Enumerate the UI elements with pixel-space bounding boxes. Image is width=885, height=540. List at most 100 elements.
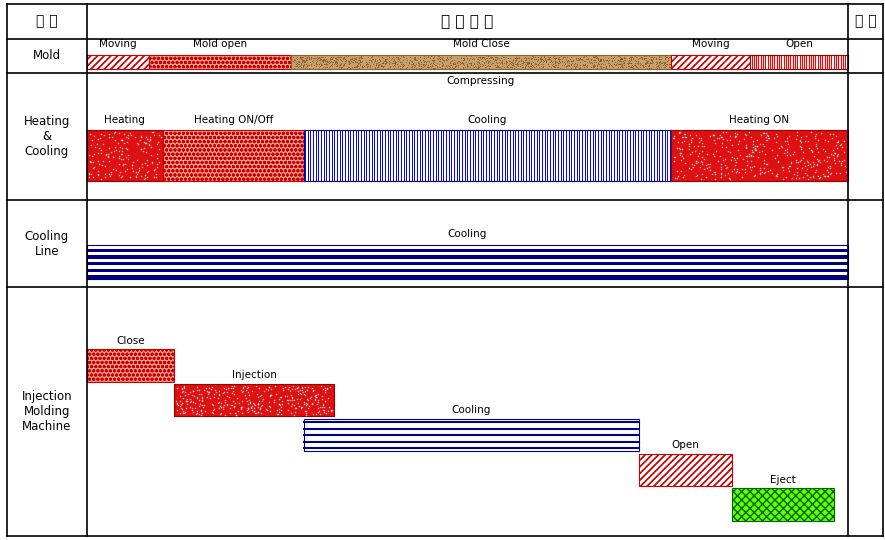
Point	[194, 406, 208, 414]
Point	[644, 59, 658, 68]
Point	[768, 138, 782, 146]
Point	[679, 132, 693, 141]
Point	[493, 59, 507, 68]
Point	[296, 383, 310, 392]
Point	[620, 60, 635, 69]
Point	[418, 57, 432, 66]
Point	[196, 403, 210, 412]
Point	[275, 397, 289, 406]
Point	[511, 53, 525, 62]
Point	[586, 60, 600, 69]
Point	[726, 167, 740, 176]
Point	[769, 171, 783, 179]
Point	[564, 53, 578, 62]
Point	[532, 59, 546, 68]
Point	[322, 58, 336, 67]
Point	[716, 155, 730, 164]
Point	[142, 141, 157, 150]
Point	[604, 62, 619, 71]
Point	[342, 55, 357, 64]
Point	[310, 55, 324, 64]
Point	[752, 147, 766, 156]
Point	[776, 166, 790, 174]
Point	[235, 397, 249, 406]
Point	[543, 52, 558, 61]
Point	[319, 62, 333, 71]
Point	[566, 56, 581, 65]
Point	[173, 404, 188, 413]
Point	[715, 132, 729, 141]
Point	[793, 137, 807, 146]
Point	[503, 63, 517, 71]
Point	[746, 152, 760, 161]
Point	[720, 136, 735, 144]
Point	[562, 60, 576, 69]
Point	[179, 403, 193, 412]
Point	[219, 384, 233, 393]
Point	[483, 59, 497, 68]
Text: Close: Close	[116, 335, 145, 346]
Point	[460, 53, 474, 62]
Point	[108, 135, 122, 144]
Point	[458, 63, 473, 72]
Point	[683, 131, 697, 139]
Point	[684, 138, 698, 146]
Point	[293, 389, 307, 397]
Point	[387, 62, 401, 71]
Point	[451, 57, 466, 65]
Point	[412, 60, 427, 69]
Point	[400, 55, 414, 64]
Point	[369, 61, 383, 70]
Point	[642, 61, 656, 70]
Point	[327, 57, 341, 66]
Point	[325, 55, 339, 64]
Point	[820, 137, 835, 145]
Point	[175, 404, 189, 413]
Point	[309, 390, 323, 399]
Point	[638, 59, 652, 68]
Point	[835, 143, 849, 152]
Point	[296, 382, 310, 391]
Point	[294, 54, 308, 63]
Point	[306, 410, 320, 418]
Point	[263, 402, 277, 411]
Point	[445, 56, 459, 65]
Point	[189, 410, 204, 418]
Point	[372, 55, 386, 64]
Point	[535, 63, 549, 72]
Point	[117, 130, 131, 138]
Point	[425, 60, 439, 69]
Point	[631, 57, 645, 66]
Point	[325, 406, 339, 415]
Point	[615, 59, 629, 68]
Point	[309, 62, 323, 70]
Point	[564, 61, 578, 70]
Point	[474, 53, 489, 62]
Point	[644, 53, 658, 62]
Point	[503, 54, 517, 63]
Point	[342, 57, 356, 66]
Point	[589, 64, 604, 72]
Point	[317, 60, 331, 69]
Point	[654, 58, 668, 67]
Point	[420, 61, 435, 70]
Point	[391, 56, 405, 65]
Point	[363, 62, 377, 71]
Point	[489, 62, 504, 71]
Point	[420, 63, 435, 71]
Point	[651, 58, 666, 66]
Point	[759, 160, 773, 168]
Point	[302, 401, 316, 410]
Point	[821, 172, 835, 180]
Point	[356, 63, 370, 71]
Point	[681, 145, 696, 153]
Point	[496, 57, 510, 66]
Point	[594, 62, 608, 70]
Point	[323, 58, 337, 66]
Point	[212, 389, 226, 398]
Point	[587, 60, 601, 69]
Point	[405, 61, 419, 70]
Point	[427, 63, 441, 72]
Point	[101, 152, 115, 161]
Point	[518, 59, 532, 68]
